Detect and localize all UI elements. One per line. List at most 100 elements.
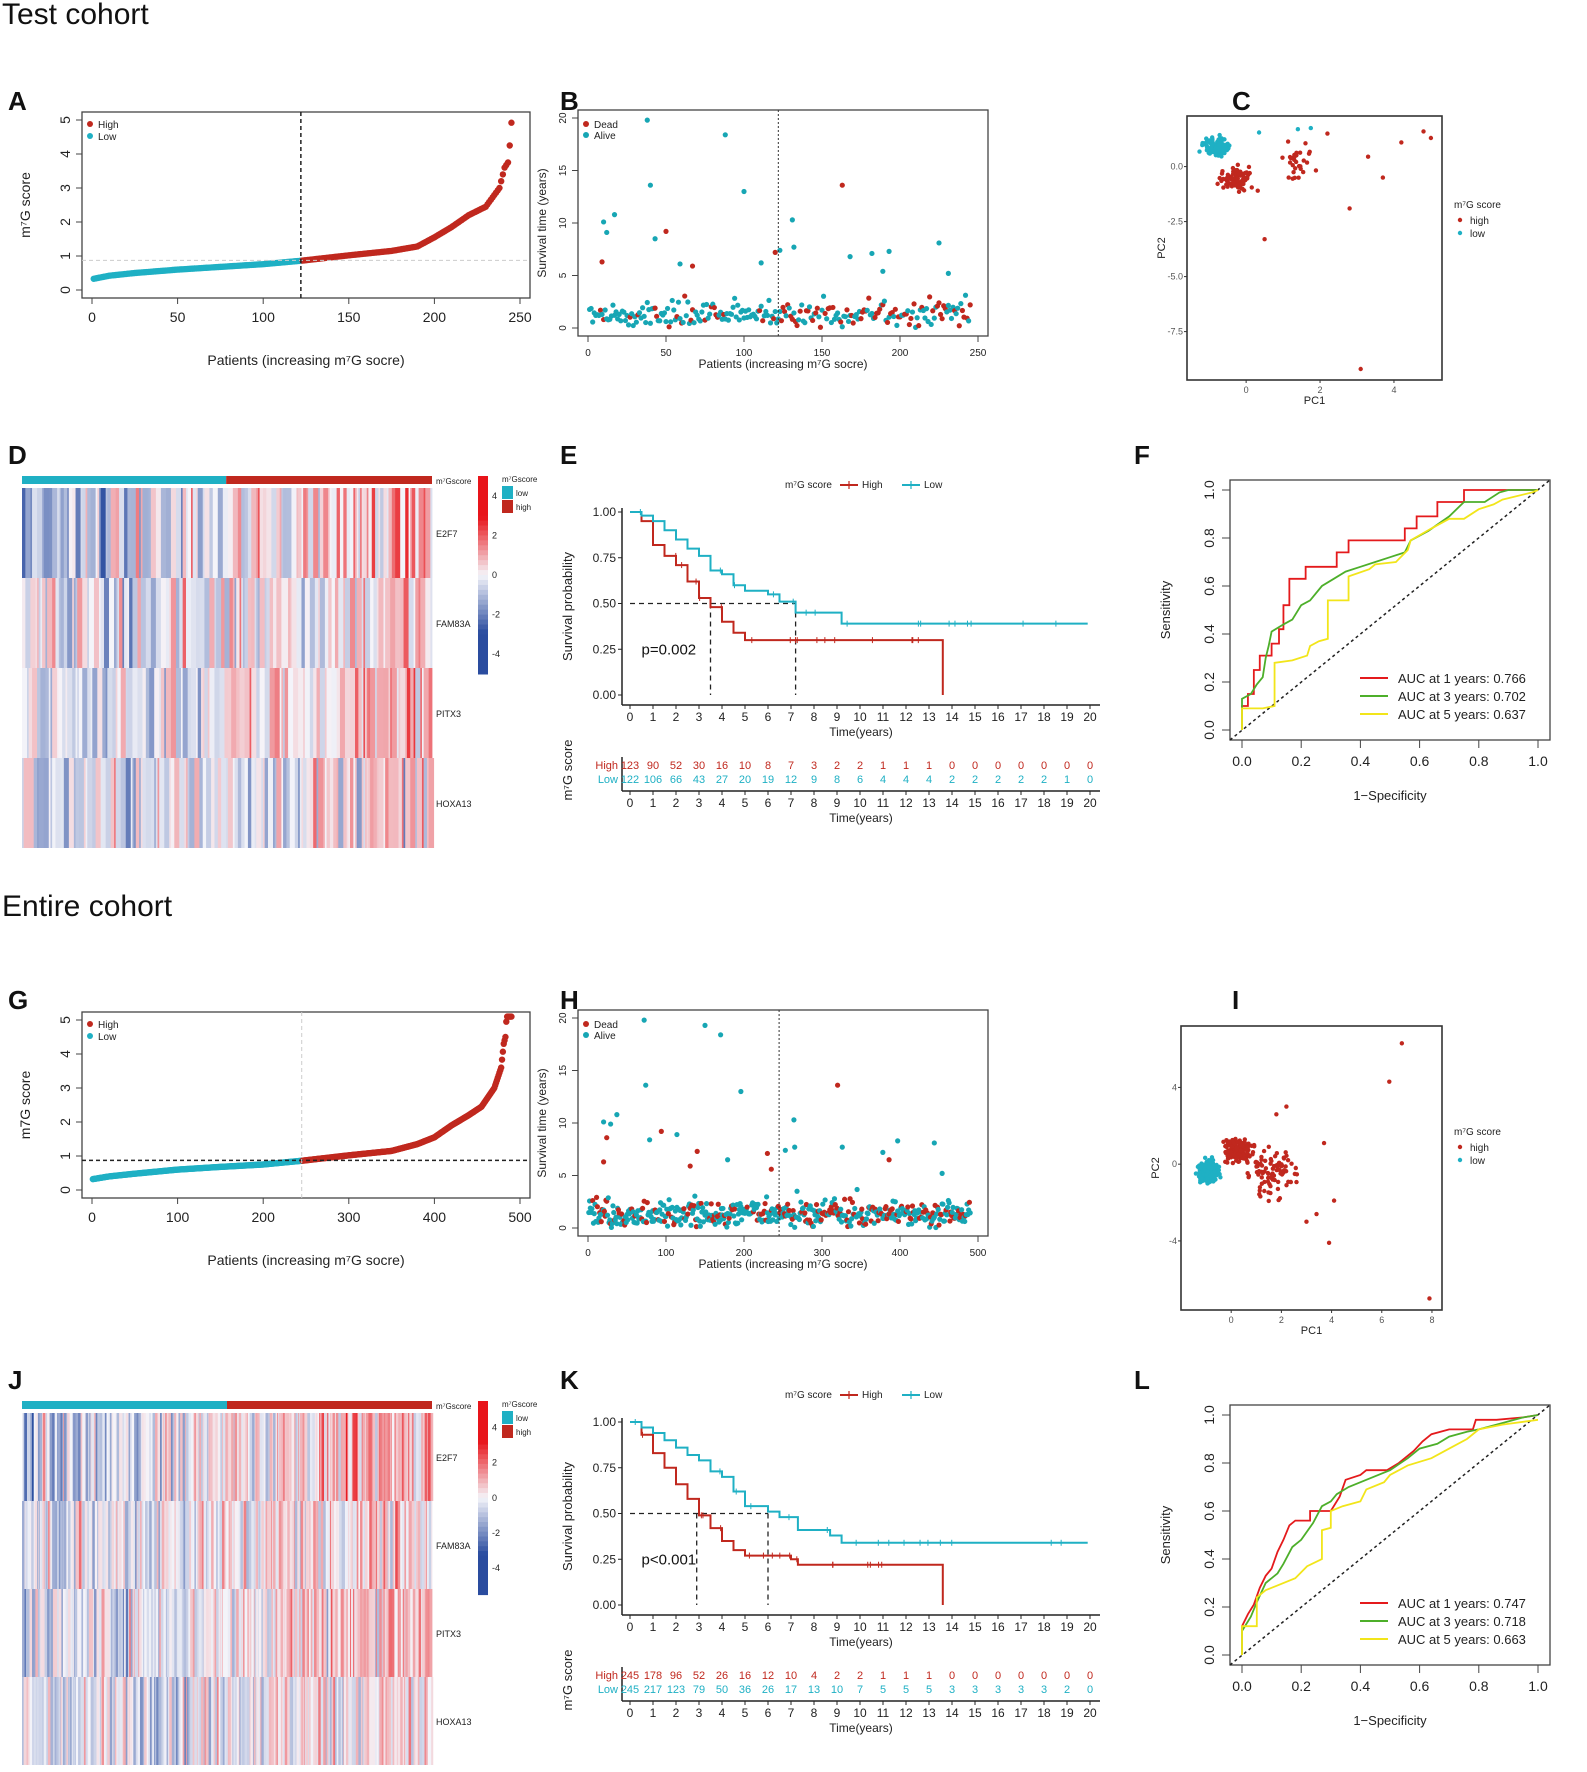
p-value: p=0.002 (642, 642, 697, 659)
x-tick-label: 500 (508, 1209, 532, 1225)
heat-cell (37, 668, 41, 758)
status-point (799, 302, 805, 308)
heat-cell (135, 1677, 138, 1765)
x-tick-label: 3 (696, 1620, 703, 1634)
heat-cell (392, 1501, 395, 1589)
pca-point (1241, 181, 1246, 187)
heat-cell (265, 1589, 268, 1677)
status-point (760, 318, 766, 324)
heat-cell (288, 1413, 291, 1501)
risk-table-value: 2 (857, 760, 863, 772)
legend-title: m⁷G score (1454, 200, 1501, 211)
pca-point (1266, 1190, 1271, 1195)
heat-cell (137, 578, 142, 668)
heat-cell (224, 1677, 227, 1765)
heat-cell (363, 1501, 366, 1589)
heat-cell (232, 1589, 235, 1677)
status-point (835, 310, 841, 316)
status-point (589, 1206, 595, 1212)
risk-x-tick-label: 20 (1083, 1706, 1097, 1720)
colorbar-segment (478, 1541, 488, 1547)
pca-point (1281, 1156, 1287, 1161)
heat-cell (151, 1501, 155, 1589)
heat-cell (169, 1589, 171, 1677)
heat-cell (390, 578, 396, 668)
heat-cell (114, 1589, 117, 1677)
status-point (814, 305, 820, 311)
pca-point (1325, 131, 1330, 136)
risk-table-value: 3 (949, 1684, 955, 1696)
heat-cell (155, 1677, 158, 1765)
heat-cell (221, 578, 225, 668)
risk-table-value: 16 (716, 760, 728, 772)
status-point (788, 1221, 794, 1228)
colorbar-segment (478, 505, 488, 512)
heat-cell (372, 1677, 376, 1765)
heat-cell (190, 1677, 194, 1765)
heat-cell (119, 1677, 123, 1765)
status-point (677, 261, 683, 267)
heat-cell (381, 1677, 384, 1765)
heat-cell (37, 1501, 39, 1589)
risk-table-value: 8 (765, 760, 771, 772)
pca-point (1314, 1211, 1319, 1217)
heat-cell (244, 668, 250, 758)
row-label-PITX3: PITX3 (436, 709, 461, 719)
heat-cell (301, 488, 304, 578)
heat-cell (123, 1589, 125, 1677)
heat-cell (187, 668, 192, 758)
risk-x-tick-label: 12 (899, 1706, 913, 1720)
heat-cell (206, 1501, 208, 1589)
status-point (758, 260, 764, 266)
status-point (618, 1211, 625, 1217)
heat-cell (27, 1589, 30, 1677)
heat-cell (166, 1589, 170, 1677)
heat-cell (283, 668, 286, 758)
pca-point (1304, 160, 1310, 165)
x-tick-label: 1.0 (1528, 753, 1548, 769)
heat-cell (332, 1413, 336, 1501)
status-point (880, 1149, 886, 1155)
heat-cell (161, 1501, 165, 1589)
heat-cell (423, 758, 428, 848)
heat-cell (119, 488, 125, 578)
heat-cell (22, 1677, 25, 1765)
heat-cell (271, 1501, 273, 1589)
heat-cell (192, 1677, 195, 1765)
heat-cell (368, 1589, 371, 1677)
heat-cell (376, 668, 379, 758)
risk-table-value: 2 (1041, 774, 1047, 786)
panel-label-e: E (560, 440, 578, 470)
heat-cell (222, 1589, 226, 1677)
status-point (838, 1219, 845, 1225)
heat-cell (318, 1677, 322, 1765)
heat-cell (271, 1677, 275, 1765)
annotation-low-bar (22, 476, 227, 484)
colorbar-segment (478, 1459, 488, 1465)
status-point (687, 1163, 693, 1169)
heat-cell (24, 1501, 26, 1589)
status-point (850, 320, 856, 326)
heat-cell (216, 1589, 220, 1677)
colorbar-segment (478, 1463, 488, 1470)
heat-cell (209, 488, 214, 578)
heat-cell (41, 1677, 43, 1765)
status-point (728, 311, 735, 317)
heat-cell (383, 1501, 386, 1589)
heat-cell (194, 1589, 198, 1677)
status-point (782, 1147, 788, 1153)
heat-cell (187, 758, 190, 848)
pca-point (1268, 1156, 1274, 1162)
pca-point (1199, 1163, 1204, 1168)
heat-cell (269, 668, 276, 758)
heat-cell (366, 488, 369, 578)
heat-cell (139, 758, 142, 848)
status-point (608, 1121, 614, 1127)
pca-point (1427, 1296, 1432, 1301)
heat-cell (37, 1589, 40, 1677)
heat-cell (239, 668, 245, 758)
heat-cell (381, 1501, 384, 1589)
colorbar-segment (478, 550, 488, 556)
x-tick-label: 0 (585, 1248, 591, 1259)
x-tick-label: 18 (1037, 1620, 1051, 1634)
